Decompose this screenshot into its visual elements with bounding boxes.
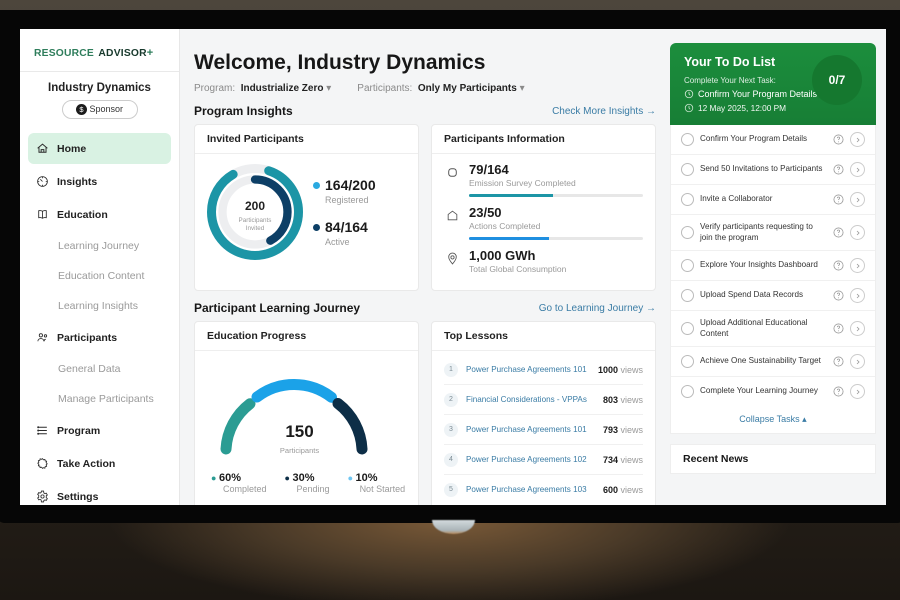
svg-text:150: 150 [285, 422, 313, 441]
svg-text:Invited: Invited [246, 225, 265, 232]
svg-text:Participants: Participants [280, 446, 319, 455]
svg-text:Participants: Participants [239, 217, 272, 224]
svg-text:200: 200 [245, 199, 265, 213]
